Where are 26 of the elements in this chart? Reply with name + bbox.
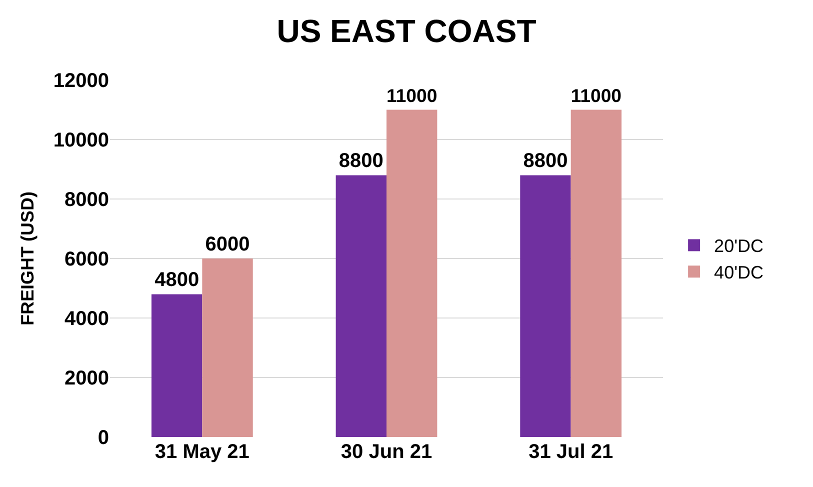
- y-tick-label: 12000: [53, 70, 109, 92]
- x-tick-label: 31 May 21: [154, 441, 250, 463]
- bar: [336, 175, 386, 437]
- chart-title: US EAST COAST: [276, 12, 537, 49]
- y-tick-label: 4000: [64, 308, 109, 330]
- data-label: 8800: [338, 150, 384, 172]
- y-tick-label: 0: [98, 427, 109, 449]
- data-label: 11000: [570, 85, 622, 106]
- bar: [151, 294, 202, 437]
- data-label: 11000: [386, 85, 438, 106]
- data-label: 6000: [205, 234, 250, 256]
- legend-label: 40'DC: [714, 262, 764, 283]
- legend-label: 20'DC: [714, 236, 764, 256]
- data-label: 8800: [523, 150, 568, 172]
- x-tick-label: 31 Jul 21: [528, 441, 614, 463]
- bar: [202, 258, 253, 437]
- y-tick-label: 2000: [64, 368, 109, 390]
- y-tick-label: 6000: [64, 248, 109, 270]
- x-tick-label: 30 Jun 21: [340, 441, 432, 463]
- y-axis-title: FREIGHT (USD): [18, 192, 38, 326]
- bar: [386, 110, 438, 437]
- y-tick-label: 8000: [64, 189, 109, 211]
- bar: [520, 175, 571, 437]
- y-tick-label: 10000: [53, 130, 109, 152]
- bar: [570, 110, 622, 437]
- data-label: 4800: [154, 269, 200, 292]
